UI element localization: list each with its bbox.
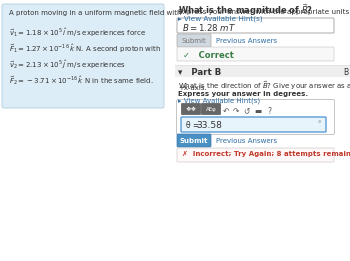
Text: ↷: ↷ [233,107,239,116]
FancyBboxPatch shape [2,4,164,108]
Bar [175,65,350,77]
Text: $\vec{F}_1 = 1.27 \times 10^{-16}\,\hat{k}$ N. A second proton with: $\vec{F}_1 = 1.27 \times 10^{-16}\,\hat{… [9,42,161,55]
Text: ▸ View Available Hint(s): ▸ View Available Hint(s) [178,98,260,104]
FancyBboxPatch shape [177,134,211,147]
Text: $B = 1.28$ mT: $B = 1.28$ mT [182,22,236,33]
Text: What is the direction of $\vec{B}$? Give your answer as an angle measured ccw fr: What is the direction of $\vec{B}$? Give… [178,79,350,92]
Text: Submit: Submit [182,38,206,44]
Text: Express your answer with the appropriate units.: Express your answer with the appropriate… [178,9,350,15]
Text: B: B [343,68,348,77]
FancyBboxPatch shape [176,99,335,134]
Text: $\vec{F}_2 = -3.71 \times 10^{-16}\,\hat{k}$ N in the same field.: $\vec{F}_2 = -3.71 \times 10^{-16}\,\hat… [9,74,154,87]
Text: ❖❖: ❖❖ [186,107,197,112]
Text: ✓   Correct: ✓ Correct [183,51,234,60]
Text: AEφ: AEφ [206,107,216,112]
Text: 33.58: 33.58 [196,121,222,130]
Text: Previous Answers: Previous Answers [216,138,277,144]
FancyBboxPatch shape [181,117,326,132]
Text: °: ° [317,121,321,127]
Text: ?: ? [267,107,271,116]
Text: ▾   Part B: ▾ Part B [178,68,221,77]
Text: ▬: ▬ [254,107,262,116]
Text: $\vec{v}_1 = 1.18 \times 10^5\,\hat{i}$ m/s experiences force: $\vec{v}_1 = 1.18 \times 10^5\,\hat{i}$ … [9,26,146,39]
Text: Previous Answers: Previous Answers [216,38,277,44]
FancyBboxPatch shape [177,148,334,162]
Text: Express your answer in degrees.: Express your answer in degrees. [178,91,308,97]
FancyBboxPatch shape [177,34,211,47]
Text: +x-axis.: +x-axis. [178,85,207,91]
Text: ↺: ↺ [243,107,249,116]
Text: ↶: ↶ [223,107,229,116]
FancyBboxPatch shape [177,47,334,61]
Text: A proton moving in a uniform magnetic field with: A proton moving in a uniform magnetic fi… [9,10,182,16]
Text: $\vec{v}_2 = 2.13 \times 10^5\,\hat{j}$ m/s experiences: $\vec{v}_2 = 2.13 \times 10^5\,\hat{j}$ … [9,58,126,70]
Text: Submit: Submit [180,138,208,144]
Text: θ =: θ = [186,121,200,130]
Text: ▸ View Available Hint(s): ▸ View Available Hint(s) [178,15,262,21]
FancyBboxPatch shape [202,104,220,115]
FancyBboxPatch shape [177,18,334,33]
FancyBboxPatch shape [182,104,201,115]
Text: What is the magnitude of $\vec{B}$?: What is the magnitude of $\vec{B}$? [178,2,313,18]
Text: ✗  Incorrect; Try Again; 8 attempts remaining: ✗ Incorrect; Try Again; 8 attempts remai… [182,151,350,157]
